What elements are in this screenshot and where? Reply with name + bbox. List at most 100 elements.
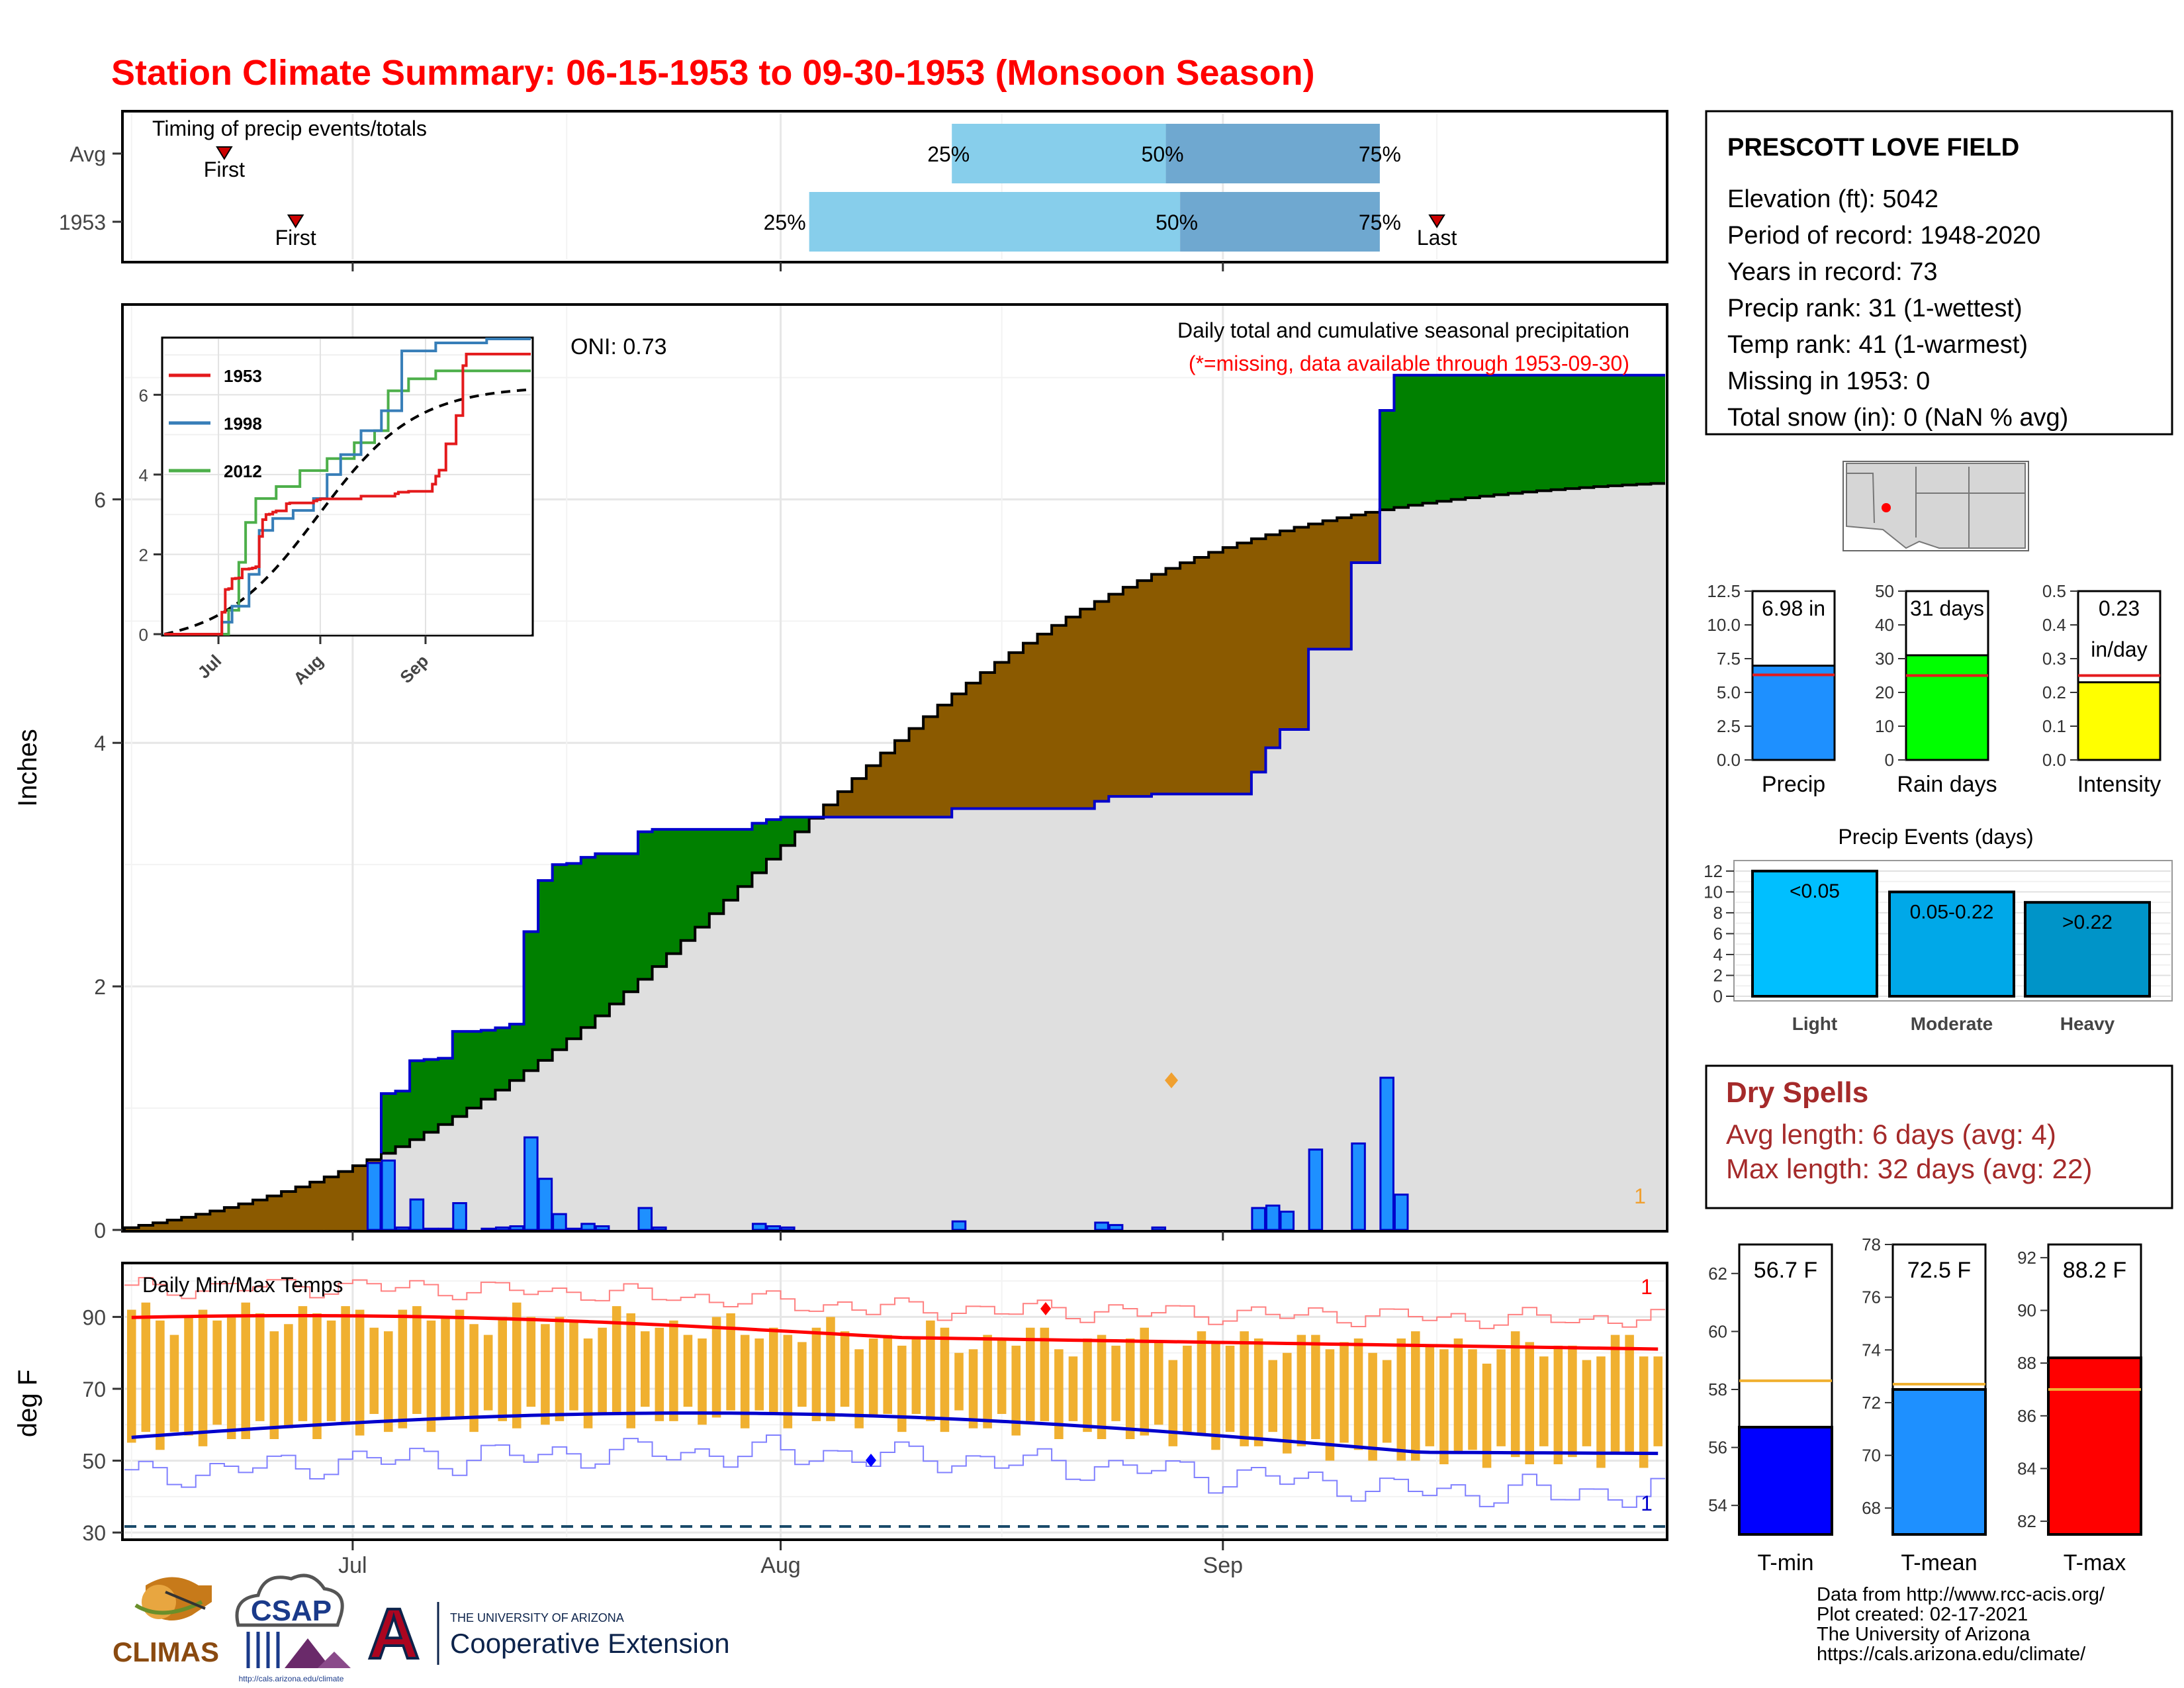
daily-temp-range-bar	[1382, 1360, 1392, 1443]
summary-bar-value: 31 days	[1910, 596, 1984, 620]
inset-ytick-label: 4	[139, 465, 148, 485]
daily-temp-range-bar	[598, 1327, 607, 1414]
daily-temp-range-bar	[483, 1335, 493, 1411]
daily-precip-bar	[366, 1162, 382, 1231]
daily-temp-range-bar	[1040, 1327, 1050, 1421]
oni-label: ONI: 0.73	[570, 334, 667, 359]
daily-temp-range-bar	[1225, 1345, 1235, 1432]
daily-temp-range-bar	[1097, 1335, 1107, 1439]
daily-precip-bar	[1308, 1149, 1324, 1231]
temp-corner-bottom: 1	[1641, 1491, 1653, 1515]
daily-temp-range-bar	[212, 1320, 222, 1425]
daily-temp-range-bar	[1482, 1364, 1492, 1468]
daily-temp-range-bar	[868, 1338, 878, 1418]
temp-summary-ytick-label: 82	[2017, 1511, 2036, 1531]
daily-precip-bar	[1379, 1076, 1394, 1231]
daily-precip-bar	[523, 1136, 539, 1231]
daily-temp-range-bar	[1368, 1352, 1377, 1461]
daily-temp-range-bar	[669, 1320, 678, 1421]
temp-summary-ytick-label: 74	[1862, 1340, 1881, 1360]
daily-temp-range-bar	[1325, 1349, 1335, 1461]
events-ytick-label: 8	[1713, 903, 1723, 923]
record-high-marker	[1040, 1302, 1051, 1315]
events-ytick-label: 2	[1713, 965, 1723, 985]
daily-temp-range-bar	[156, 1320, 165, 1450]
temp-summary-value: 56.7 F	[1754, 1258, 1817, 1283]
daily-precip-bar	[566, 1227, 582, 1231]
daily-temp-range-bar	[583, 1338, 593, 1429]
summary-bar-ytick-label: 0.5	[2042, 581, 2066, 601]
daily-precip-bar	[381, 1159, 396, 1231]
average-max-line	[131, 1313, 1659, 1351]
daily-temp-range-bar	[754, 1338, 764, 1411]
daily-precip-bar	[552, 1213, 567, 1231]
temp-xtick-label: Sep	[1203, 1553, 1244, 1578]
daily-temp-range-bar	[1240, 1331, 1249, 1446]
daily-temp-range-bar	[1553, 1345, 1563, 1464]
event-bar-moderate	[1888, 890, 2015, 998]
corner-note: 1	[1634, 1184, 1646, 1208]
temp-summary-label: T-min	[1758, 1550, 1814, 1575]
main-ytick-label: 4	[94, 731, 106, 755]
daily-temp-range-bar	[1453, 1338, 1463, 1454]
timing-iqr-high	[1165, 124, 1380, 183]
daily-temp-range-bar	[1268, 1360, 1277, 1432]
summary-bar-label: Precip	[1762, 772, 1825, 797]
temp-xtick-label: Aug	[760, 1553, 801, 1578]
daily-temp-range-bar	[1140, 1327, 1149, 1436]
daily-temp-range-bar	[1425, 1345, 1435, 1446]
temp-summary-ytick-label: 72	[1862, 1393, 1881, 1413]
temp-summary-ytick-label: 92	[2017, 1248, 2036, 1268]
inset-line-1953	[164, 352, 531, 635]
timing-panel: Timing of precip events/totals Avg 25% 50%…	[59, 110, 1970, 271]
temperature-panel: Daily Min/Max Temps 1 1 30 50 70 90 Jul Aug S…	[13, 1262, 1668, 1578]
daily-temp-range-bar	[897, 1345, 907, 1432]
precip-events-chart: Precip Events (days) <0.05 Light 0.05-0.22…	[1704, 825, 2173, 1034]
daily-temp-range-bar	[1582, 1360, 1592, 1446]
daily-precip-bar	[395, 1226, 410, 1231]
temp-summary-ytick-label: 58	[1708, 1380, 1727, 1399]
daily-temp-range-bar	[555, 1317, 565, 1421]
ua-small-text: THE UNIVERSITY OF ARIZONA	[450, 1611, 624, 1624]
daily-temp-range-bar	[384, 1331, 393, 1432]
daily-precip-bar	[766, 1225, 782, 1231]
daily-precip-bar	[1351, 1142, 1366, 1231]
daily-temp-range-bar	[1411, 1331, 1420, 1461]
daily-precip-bar	[437, 1227, 453, 1231]
event-bar-value: <0.05	[1790, 880, 1840, 902]
daily-temp-range-bar	[1596, 1356, 1606, 1468]
temp-summary-ytick-label: 54	[1708, 1495, 1727, 1515]
daily-temp-range-bar	[255, 1313, 265, 1421]
daily-precip-bar	[1265, 1204, 1281, 1231]
temp-ytick-label: 50	[82, 1450, 106, 1474]
summary-bar-ytick-label: 5.0	[1717, 682, 1741, 702]
daily-temp-range-bar	[312, 1313, 322, 1439]
precip-panel: 0 2 4 6 Inches ONI: 0.73 Daily total and cu…	[13, 303, 1668, 1243]
summary-bar-ytick-label: 0.0	[1717, 750, 1741, 770]
daily-temp-range-bar	[341, 1306, 350, 1425]
daily-temp-range-bar	[269, 1331, 279, 1439]
timing-iqr-high	[1180, 192, 1380, 252]
daily-temp-range-bar	[1525, 1342, 1534, 1464]
daily-temp-range-bar	[127, 1309, 136, 1443]
event-bar-value: >0.22	[2062, 912, 2113, 933]
daily-temp-range-bar	[398, 1309, 408, 1429]
temp-summary-ytick-label: 84	[2017, 1458, 2036, 1478]
events-ytick-label: 4	[1713, 945, 1723, 964]
summary-bar-ytick-label: 0.4	[2042, 615, 2066, 635]
timing-title: Timing of precip events/totals	[152, 117, 427, 140]
daily-temp-range-bar	[355, 1309, 365, 1436]
daily-temp-range-bar	[1111, 1345, 1120, 1421]
daily-precip-bar	[1279, 1210, 1295, 1231]
daily-temp-range-bar	[1183, 1345, 1192, 1432]
daily-temp-range-bar	[711, 1317, 721, 1418]
daily-temp-range-bar	[783, 1335, 793, 1429]
main-ytick-label: 6	[94, 488, 106, 512]
temp-summary-value: 88.2 F	[2063, 1258, 2126, 1283]
station-info-line: Temp rank: 41 (1-warmest)	[1727, 331, 2028, 359]
summary-bar-ytick-label: 50	[1875, 581, 1894, 601]
temp-summary-fill	[1738, 1425, 1833, 1536]
daily-temp-range-bar	[226, 1317, 236, 1439]
